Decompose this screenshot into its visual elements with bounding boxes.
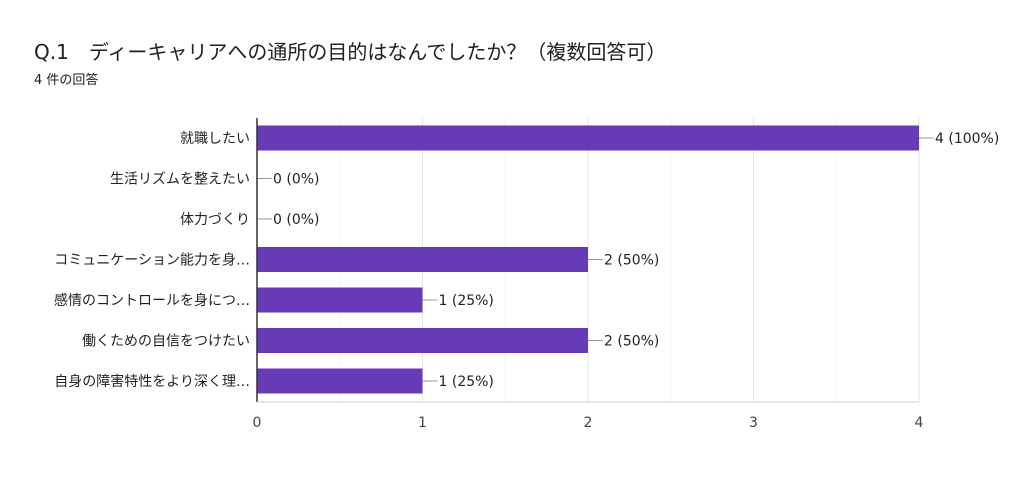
category-label: 体力づくり [180, 212, 250, 228]
category-label: 生活リズムを整えたい [110, 172, 250, 188]
x-tick-label: 1 [418, 415, 427, 431]
x-tick-label: 2 [584, 415, 593, 431]
bar [257, 287, 423, 313]
value-label: 1 (25%) [439, 374, 494, 390]
labels: 0 1 2 3 4 4 (100%) 就職したい 0 (0%) 生活リズムを整えたい 0 (0%)… [54, 131, 999, 431]
category-label: コミュニケーション能力を身… [54, 253, 250, 269]
x-tick-label: 4 [915, 415, 924, 431]
value-label: 4 (100%) [935, 131, 999, 147]
value-label: 0 (0%) [273, 172, 320, 188]
bar [257, 368, 423, 394]
value-label: 1 (25%) [439, 293, 494, 309]
response-count: 4 件の回答 [34, 73, 99, 88]
x-tick-label: 0 [253, 415, 262, 431]
bar [257, 328, 588, 353]
bar [257, 247, 588, 272]
value-label: 2 (50%) [604, 253, 659, 269]
axes [256, 118, 919, 403]
question-title: Q.1 ディーキャリアへの通所の目的はなんでしたか？（複数回答可） [34, 40, 667, 64]
x-tick-label: 3 [749, 415, 758, 431]
bar [257, 125, 919, 151]
category-label: 自身の障害特性をより深く理… [54, 374, 250, 390]
category-label: 感情のコントロールを身につ… [54, 292, 250, 309]
category-label: 就職したい [180, 131, 250, 147]
bars [257, 125, 934, 394]
category-label: 働くための自信をつけたい [82, 334, 250, 350]
value-label: 2 (50%) [604, 334, 659, 350]
value-label: 0 (0%) [273, 212, 320, 228]
